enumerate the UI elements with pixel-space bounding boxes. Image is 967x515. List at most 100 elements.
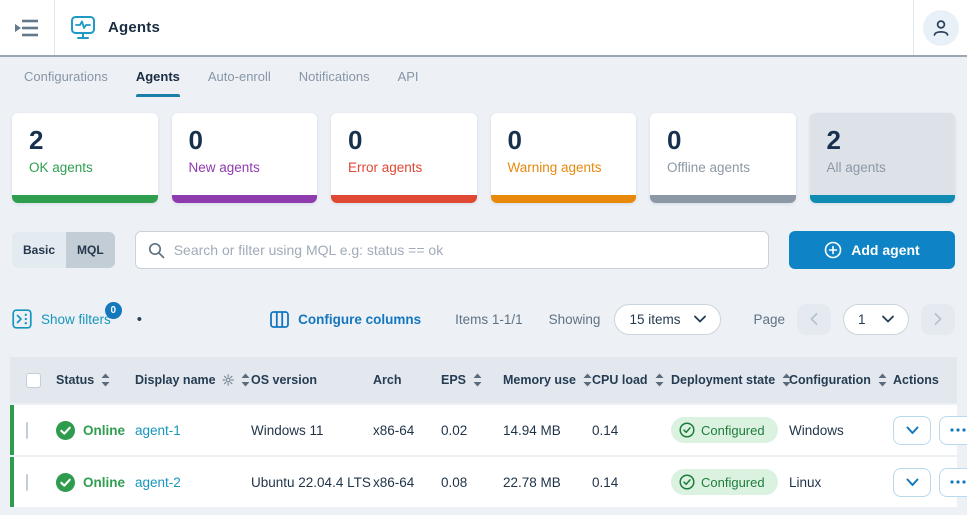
search-box — [134, 231, 769, 269]
configure-columns-label: Configure columns — [298, 311, 422, 327]
agent-name-link[interactable]: agent-1 — [135, 422, 181, 438]
arch-cell: x86-64 — [373, 422, 415, 438]
card-label: OK agents — [29, 159, 93, 175]
tab-auto-enroll[interactable]: Auto-enroll — [207, 69, 271, 84]
expand-row-button[interactable] — [893, 415, 931, 445]
card-offline-agents[interactable]: 0 Offline agents — [650, 113, 796, 203]
column-header-configuration[interactable]: Configuration — [789, 373, 893, 387]
mql-mode-button[interactable]: MQL — [66, 232, 115, 268]
chevron-right-icon — [934, 313, 942, 325]
ellipsis-icon — [950, 428, 966, 432]
tab-api[interactable]: API — [397, 69, 419, 84]
user-avatar[interactable] — [922, 9, 959, 46]
card-count: 0 — [667, 125, 682, 155]
next-page-button[interactable] — [921, 303, 955, 335]
column-header-memory-use[interactable]: Memory use — [503, 373, 592, 387]
card-color-bar — [490, 195, 636, 203]
status-cards: 2 OK agents 0 New agents 0 Error agents … — [0, 97, 967, 203]
configuration-cell: Linux — [789, 474, 822, 490]
actions-cell — [893, 467, 967, 497]
ellipsis-icon — [950, 480, 966, 484]
add-agent-label: Add agent — [851, 242, 920, 258]
column-header-deployment-state[interactable]: Deployment state — [671, 373, 792, 387]
chevron-down-icon — [906, 478, 918, 486]
page-title: Agents — [108, 19, 161, 36]
card-count: 0 — [188, 125, 203, 155]
page-number-select[interactable]: 1 — [843, 303, 909, 335]
columns-icon — [270, 310, 289, 328]
card-count: 0 — [507, 125, 522, 155]
items-per-page-value: 15 items — [629, 311, 681, 327]
status-cell: Online — [56, 472, 135, 492]
card-color-bar — [331, 195, 477, 203]
search-row: Basic MQL Add agent — [12, 231, 955, 269]
basic-mode-button[interactable]: Basic — [12, 232, 67, 268]
chevron-down-icon — [906, 426, 918, 434]
row-checkbox[interactable] — [26, 421, 28, 439]
search-input[interactable] — [173, 242, 756, 258]
chevron-down-icon — [882, 315, 894, 323]
arch-cell: x86-64 — [373, 474, 415, 490]
show-filters-button[interactable]: Show filters 0 • — [12, 301, 143, 329]
card-label: New agents — [188, 159, 260, 175]
table-row-agent-1: Online agent-1 Windows 11 x86-64 0.02 14… — [10, 405, 967, 455]
card-count: 2 — [826, 125, 841, 155]
card-ok-agents[interactable]: 2 OK agents — [12, 113, 158, 203]
sort-icon[interactable] — [582, 373, 593, 387]
sort-icon[interactable] — [472, 373, 483, 387]
row-more-actions-button[interactable] — [939, 467, 967, 497]
card-new-agents[interactable]: 0 New agents — [171, 113, 317, 203]
show-filters-label: Show filters 0 — [41, 301, 122, 327]
column-header-arch[interactable]: Arch — [373, 373, 402, 387]
search-mode-toggle: Basic MQL — [12, 232, 115, 268]
add-agent-button[interactable]: Add agent — [789, 231, 955, 269]
column-header-display-name[interactable]: Display name — [135, 373, 251, 387]
tab-notifications[interactable]: Notifications — [298, 69, 370, 84]
sort-icon[interactable] — [240, 373, 251, 387]
card-warning-agents[interactable]: 0 Warning agents — [490, 113, 636, 203]
card-color-bar — [171, 195, 317, 203]
row-more-actions-button[interactable] — [939, 415, 967, 445]
person-icon — [933, 19, 948, 36]
previous-page-button[interactable] — [797, 303, 831, 335]
select-all-checkbox[interactable] — [26, 372, 41, 388]
tab-configurations[interactable]: Configurations — [24, 69, 108, 84]
sort-icon[interactable] — [877, 373, 888, 387]
column-header-os-version[interactable]: OS version — [251, 373, 317, 387]
agent-name-link[interactable]: agent-2 — [135, 474, 181, 490]
card-label: Offline agents — [667, 159, 751, 175]
sort-icon[interactable] — [781, 373, 792, 387]
status-cell: Online — [56, 420, 135, 440]
expand-row-button[interactable] — [893, 467, 931, 497]
status-ok-icon — [56, 472, 75, 492]
os-version-cell: Ubuntu 22.04.4 LTS — [251, 474, 371, 490]
filter-dot-indicator: • — [136, 310, 143, 328]
column-header-status[interactable]: Status — [56, 373, 135, 387]
agents-table: Status Display name OS version Arch EPS — [10, 357, 967, 507]
configure-columns-button[interactable]: Configure columns — [270, 310, 422, 328]
items-per-page-select[interactable]: 15 items — [614, 303, 722, 335]
sort-icon[interactable] — [100, 373, 111, 387]
memory-use-cell: 14.94 MB — [503, 422, 561, 438]
sidebar-toggle-button[interactable] — [0, 0, 55, 55]
sort-icon[interactable] — [654, 373, 665, 387]
card-label: Warning agents — [507, 159, 602, 175]
eps-cell: 0.08 — [441, 474, 468, 490]
gear-icon[interactable] — [222, 373, 234, 387]
card-count: 2 — [29, 125, 44, 155]
chevron-down-icon — [694, 315, 707, 323]
card-error-agents[interactable]: 0 Error agents — [331, 113, 477, 203]
column-header-actions: Actions — [893, 373, 939, 387]
column-header-cpu-load[interactable]: CPU load — [592, 373, 671, 387]
card-all-agents[interactable]: 2 All agents — [809, 113, 955, 203]
status-text: Online — [83, 474, 126, 490]
column-header-eps[interactable]: EPS — [441, 373, 503, 387]
card-label: Error agents — [348, 159, 423, 175]
row-checkbox[interactable] — [26, 473, 28, 491]
status-text: Online — [83, 422, 126, 438]
status-ok-icon — [56, 420, 75, 440]
cpu-load-cell: 0.14 — [592, 422, 619, 438]
tab-agents[interactable]: Agents — [122, 57, 194, 97]
app-title-group: Agents — [55, 0, 160, 55]
table-header-row: Status Display name OS version Arch EPS — [10, 357, 957, 403]
